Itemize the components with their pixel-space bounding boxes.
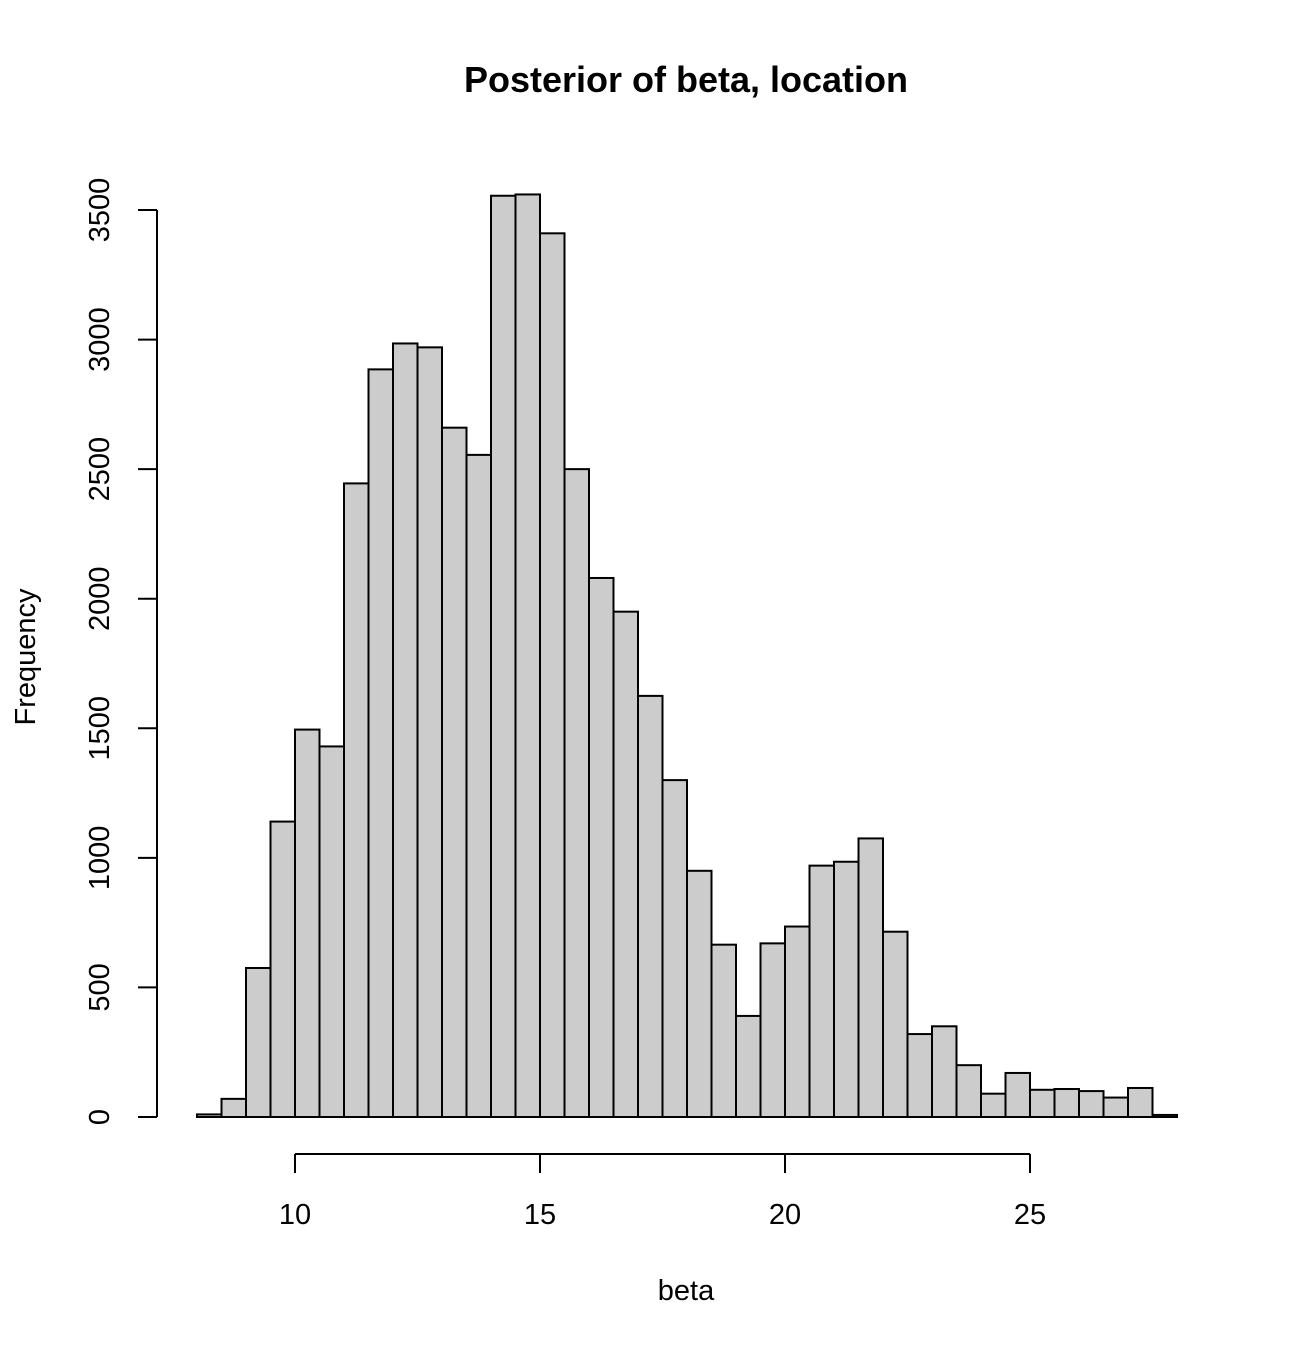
bars-group [196, 193, 1178, 1119]
histogram-bar-0 [196, 1113, 223, 1119]
histogram-bar-33 [1004, 1071, 1031, 1118]
histogram-bar-16 [588, 576, 615, 1118]
histogram-bar-39 [1151, 1113, 1178, 1119]
histogram-bar-27 [857, 837, 884, 1118]
y-tick-label-500: 500 [84, 963, 116, 1011]
histogram-bar-15 [563, 468, 590, 1118]
histogram-bar-28 [882, 930, 909, 1119]
y-tick-label-2500: 2500 [84, 437, 116, 502]
histogram-bar-25 [808, 864, 835, 1118]
histogram-bar-1 [220, 1097, 247, 1118]
histogram-bar-5 [318, 745, 345, 1118]
x-tick-label-25: 25 [1014, 1199, 1046, 1231]
y-tick-label-1000: 1000 [84, 826, 116, 891]
x-axis-label: beta [658, 1275, 715, 1307]
histogram-bar-21 [710, 943, 737, 1118]
histogram-bar-12 [490, 194, 517, 1118]
histogram-bar-19 [661, 779, 688, 1118]
x-tick-label-10: 10 [279, 1199, 311, 1231]
histogram-bar-10 [441, 426, 468, 1118]
histogram-bar-18 [637, 694, 664, 1118]
histogram-bar-30 [931, 1025, 958, 1119]
histogram-bar-31 [955, 1064, 982, 1119]
y-tick-label-3500: 3500 [84, 178, 116, 243]
histogram-bar-36 [1078, 1090, 1105, 1118]
histogram-bar-37 [1102, 1096, 1129, 1119]
histogram-bar-35 [1053, 1088, 1080, 1119]
y-axis: 0 500 1000 1500 2000 2500 3000 3500 [84, 178, 158, 1125]
y-tick-label-0: 0 [84, 1109, 116, 1125]
histogram-bar-9 [416, 346, 443, 1119]
histogram-bar-34 [1029, 1088, 1056, 1119]
histogram-bar-23 [759, 942, 786, 1118]
histogram-bar-26 [833, 860, 860, 1118]
histogram-bar-14 [539, 232, 566, 1118]
histogram-bar-32 [980, 1092, 1007, 1119]
x-axis: 10 15 20 25 [279, 1153, 1046, 1231]
histogram-bar-24 [784, 925, 811, 1119]
histogram-bar-2 [245, 966, 272, 1118]
chart-title: Posterior of beta, location [464, 59, 908, 100]
histogram-bar-29 [906, 1033, 933, 1118]
x-tick-label-20: 20 [769, 1199, 801, 1231]
y-tick-label-1500: 1500 [84, 696, 116, 761]
y-tick-label-2000: 2000 [84, 566, 116, 631]
histogram-bar-17 [612, 610, 639, 1118]
histogram-bar-22 [735, 1014, 762, 1118]
histogram-bar-3 [269, 820, 296, 1119]
x-tick-label-15: 15 [524, 1199, 556, 1231]
histogram-bar-7 [367, 368, 394, 1118]
histogram-bar-20 [686, 869, 713, 1118]
y-tick-label-3000: 3000 [84, 307, 116, 372]
y-axis-label: Frequency [10, 588, 42, 726]
histogram-bar-6 [343, 482, 370, 1118]
histogram-bar-38 [1127, 1086, 1154, 1118]
histogram-bar-4 [294, 728, 321, 1119]
histogram-bar-13 [514, 193, 541, 1118]
histogram-bar-11 [465, 453, 492, 1118]
histogram-bar-8 [392, 342, 419, 1118]
